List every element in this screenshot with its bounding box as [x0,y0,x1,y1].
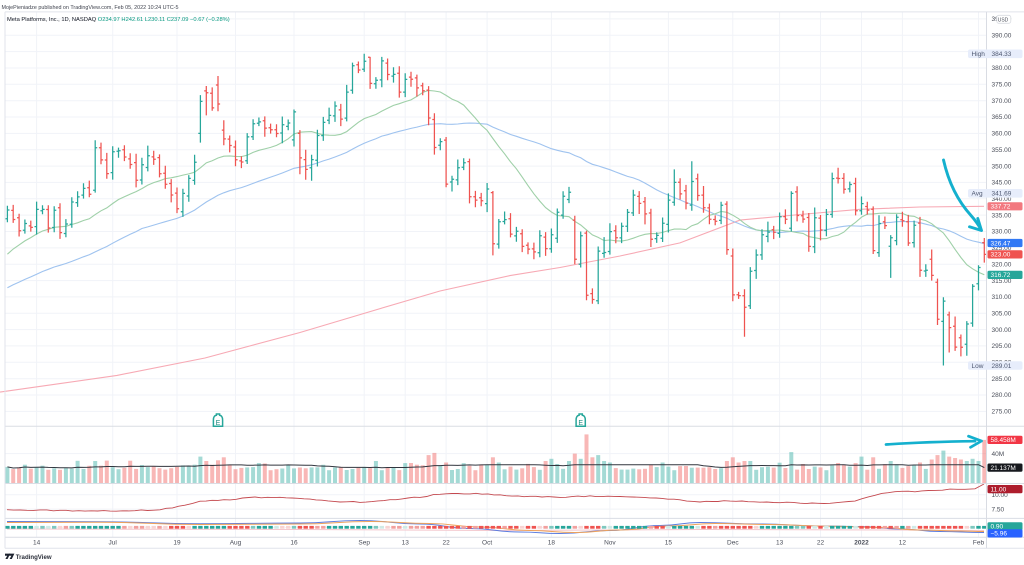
svg-text:58.458M: 58.458M [991,437,1016,444]
svg-text:12: 12 [899,539,907,546]
svg-text:316.72: 316.72 [991,272,1011,279]
svg-text:335.00: 335.00 [992,212,1012,219]
svg-text:310.00: 310.00 [992,294,1012,301]
svg-text:13: 13 [402,539,410,546]
svg-text:15: 15 [665,539,673,546]
svg-text:300.00: 300.00 [992,327,1012,334]
svg-text:16: 16 [290,539,298,546]
svg-text:280.00: 280.00 [992,392,1012,399]
svg-text:TradingView: TradingView [16,554,52,561]
svg-text:326.47: 326.47 [991,240,1011,247]
svg-text:365.00: 365.00 [992,114,1012,121]
svg-text:350.00: 350.00 [992,163,1012,170]
svg-text:Aug: Aug [230,539,242,546]
svg-text:380.00: 380.00 [992,65,1012,72]
svg-text:Meta Platforms, Inc., 1D, NASD: Meta Platforms, Inc., 1D, NASDAQ O234.97… [7,17,230,23]
svg-text:E: E [578,420,583,427]
svg-text:USD: USD [998,17,1009,23]
svg-text:Dec: Dec [727,539,739,546]
svg-text:13: 13 [776,539,784,546]
svg-text:10.00: 10.00 [992,492,1009,499]
svg-text:Sep: Sep [358,539,370,546]
svg-text:Feb: Feb [973,539,985,546]
svg-text:325.00: 325.00 [992,245,1012,252]
svg-text:22: 22 [817,539,825,546]
svg-text:370.00: 370.00 [992,98,1012,105]
svg-text:18: 18 [548,539,556,546]
svg-text:11.00: 11.00 [991,486,1007,493]
svg-text:330.00: 330.00 [992,229,1012,236]
svg-text:0.90: 0.90 [991,524,1004,531]
svg-text:19: 19 [173,539,181,546]
svg-text:384.33: 384.33 [992,51,1012,58]
svg-text:E: E [216,420,221,427]
svg-text:355.00: 355.00 [992,147,1012,154]
svg-text:−5.96: −5.96 [991,531,1008,538]
svg-text:Nov: Nov [604,539,616,546]
svg-text:Oct: Oct [482,539,492,546]
svg-text:2022: 2022 [854,539,869,546]
svg-text:289.01: 289.01 [992,363,1012,370]
svg-text:315.00: 315.00 [992,278,1012,285]
svg-text:Low: Low [972,363,984,370]
svg-text:323.00: 323.00 [991,252,1011,259]
svg-text:14: 14 [33,539,41,546]
svg-text:345.00: 345.00 [992,180,1012,187]
svg-text:7.50: 7.50 [992,506,1005,513]
svg-text:340.00: 340.00 [992,196,1012,203]
svg-text:360.00: 360.00 [992,131,1012,138]
svg-text:Jul: Jul [109,539,118,546]
svg-text:337.72: 337.72 [991,204,1011,211]
svg-text:21.137M: 21.137M [991,465,1016,472]
svg-text:275.00: 275.00 [992,409,1012,416]
svg-text:MojePieniadze published on Tra: MojePieniadze published on TradingView.c… [2,5,179,11]
svg-text:305.00: 305.00 [992,310,1012,317]
svg-text:375.00: 375.00 [992,82,1012,89]
svg-text:320.00: 320.00 [992,261,1012,268]
svg-text:22: 22 [442,539,450,546]
svg-text:341.69: 341.69 [992,191,1012,198]
svg-text:High: High [972,51,986,58]
svg-text:40M: 40M [992,451,1005,458]
svg-text:295.00: 295.00 [992,343,1012,350]
svg-text:390.00: 390.00 [992,33,1012,40]
svg-text:Avg: Avg [972,191,983,198]
svg-text:285.00: 285.00 [992,376,1012,383]
